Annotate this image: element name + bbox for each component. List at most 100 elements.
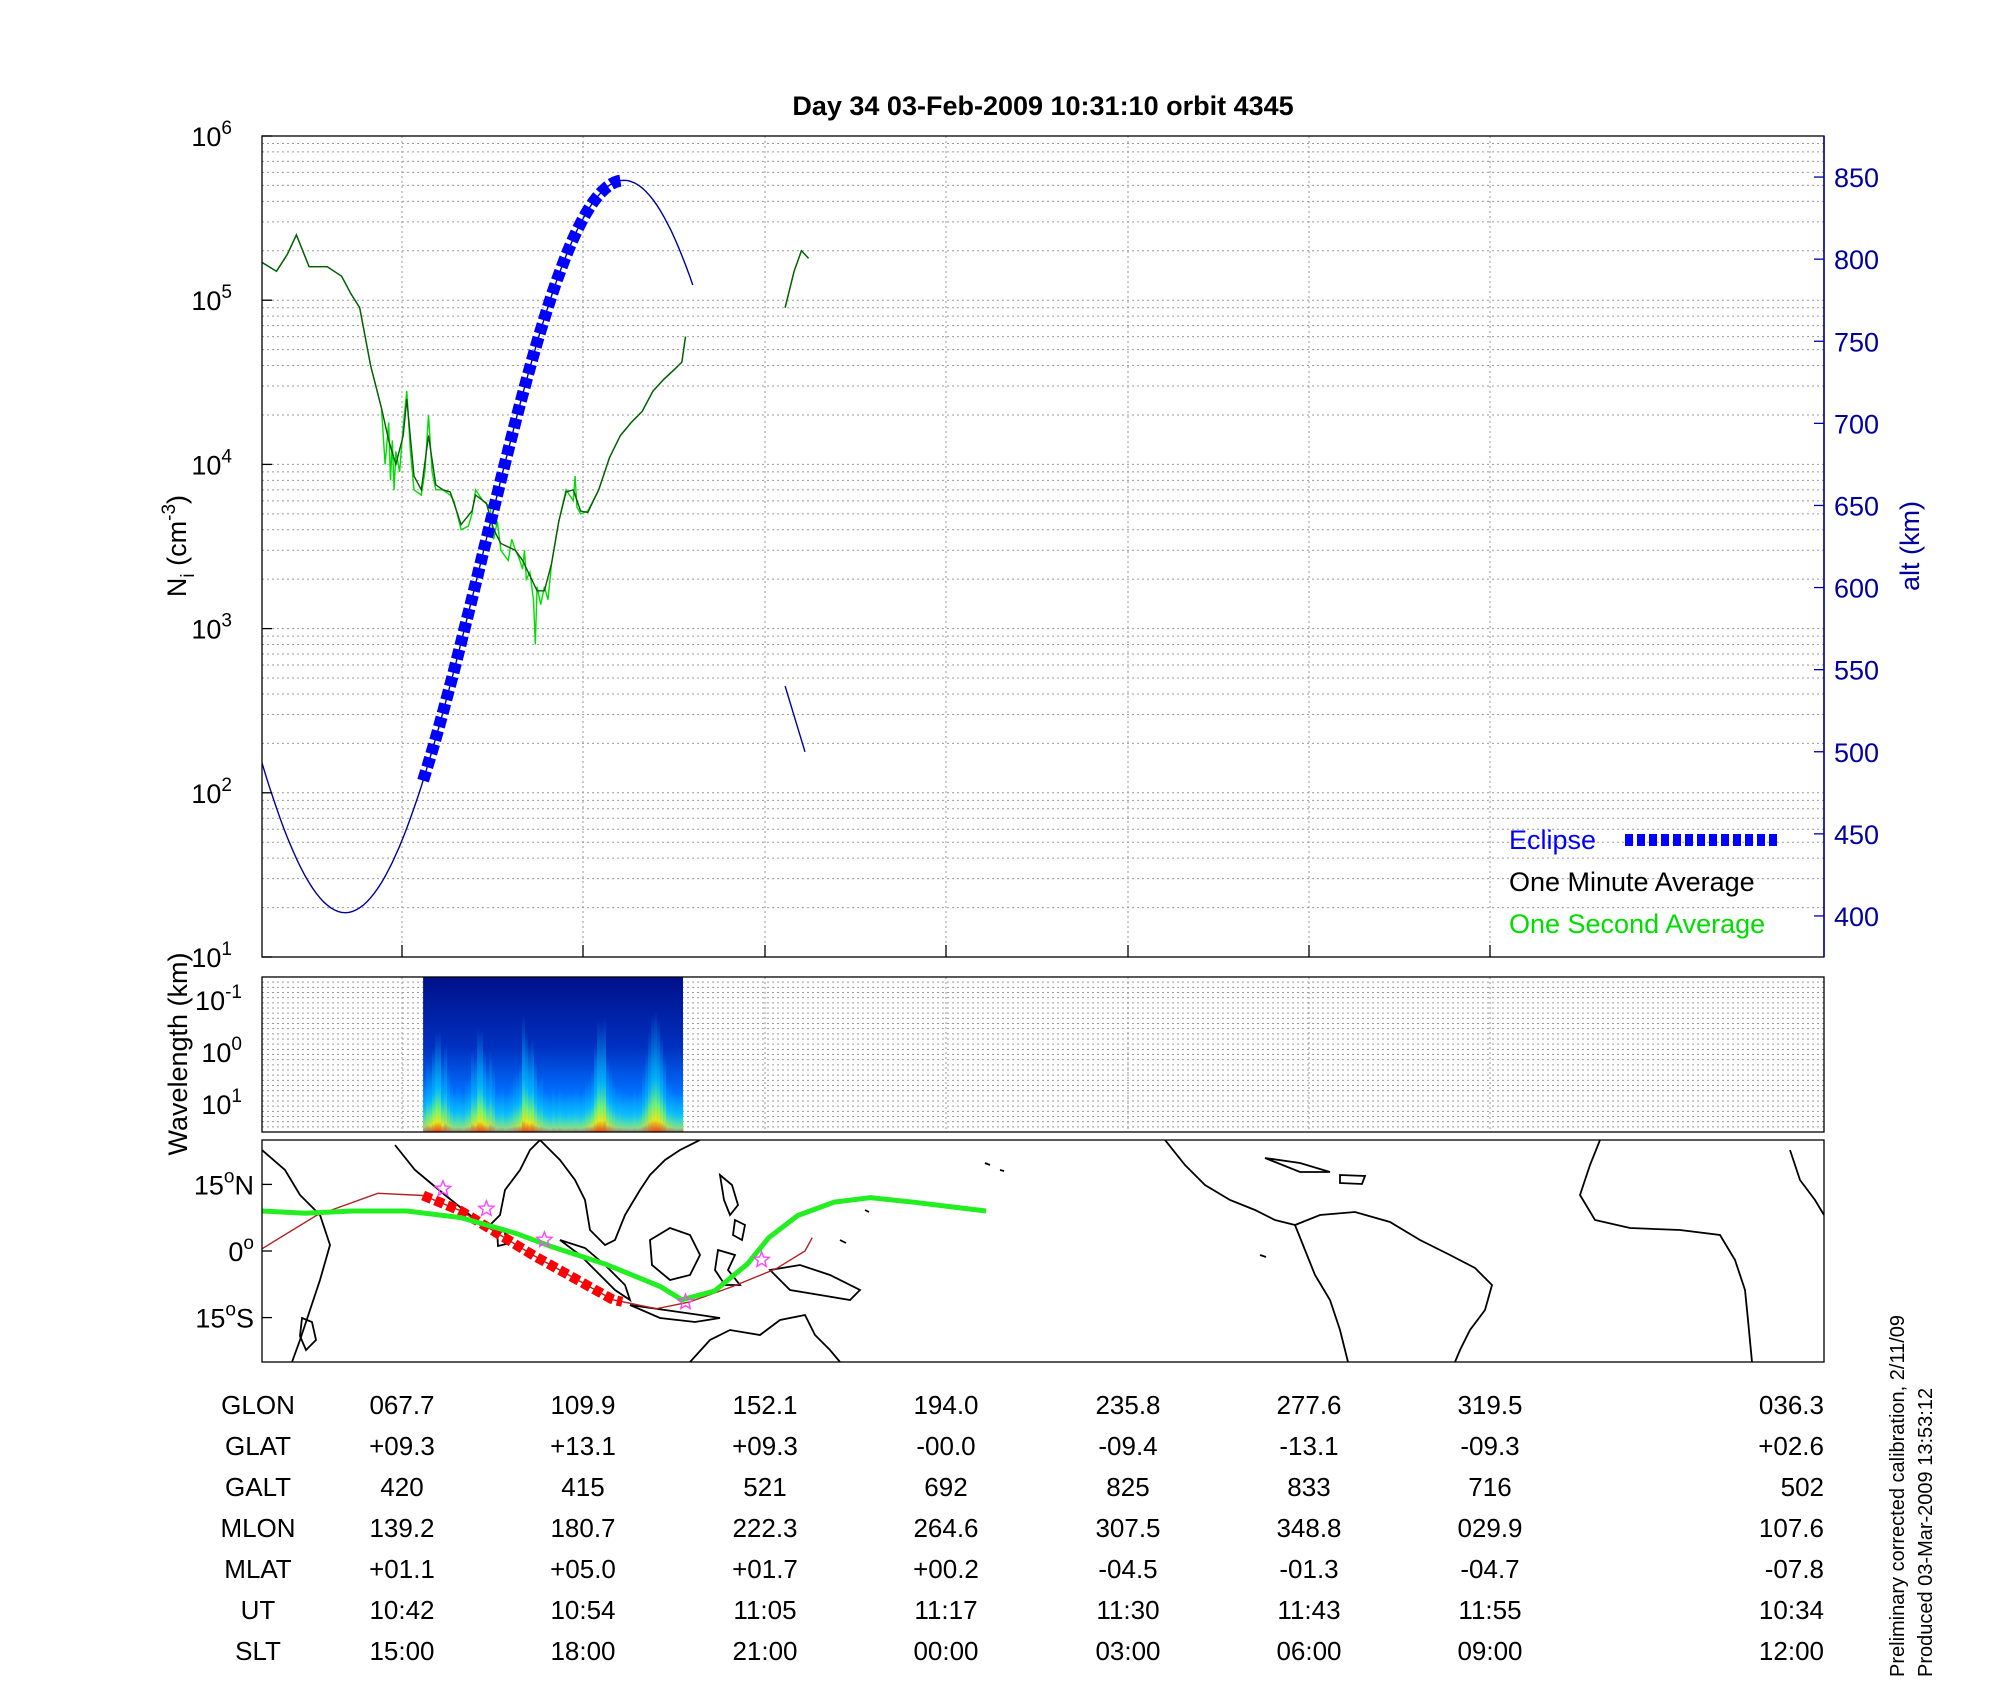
coastline-east-africa bbox=[1789, 1149, 1824, 1216]
spectrogram-column bbox=[513, 1073, 517, 1132]
tick-base: 10 bbox=[191, 615, 221, 645]
spectrogram-column bbox=[489, 1051, 493, 1132]
density-y-label-unit: (cm bbox=[162, 521, 192, 573]
spectrogram-column bbox=[606, 1058, 610, 1132]
coastline-australia bbox=[689, 1313, 841, 1362]
table-cell: 235.8 bbox=[1095, 1390, 1160, 1420]
spectrogram-column bbox=[507, 1089, 511, 1132]
spectrogram-column bbox=[570, 1092, 574, 1132]
density-y-label-unit-exp: -3 bbox=[159, 504, 180, 521]
legend-one-second-label: One Second Average bbox=[1509, 909, 1765, 939]
altitude-y-tick-label: 750 bbox=[1834, 327, 1879, 357]
spectrogram-column bbox=[573, 1088, 577, 1132]
spectrogram-column bbox=[495, 1089, 499, 1132]
coastline-cuba bbox=[1264, 1157, 1331, 1173]
spectrogram-column bbox=[582, 1089, 586, 1132]
spectrogram-column bbox=[654, 1009, 658, 1132]
spectrogram-column bbox=[528, 1043, 532, 1132]
density-y-tick-label: 104 bbox=[191, 446, 232, 480]
ground-track-panel: 15oN 0o 15oS bbox=[194, 1139, 1825, 1363]
latitude-tick-label: 15oN bbox=[194, 1166, 254, 1200]
table-row-label: SLT bbox=[235, 1636, 281, 1666]
table-cell: -07.8 bbox=[1765, 1554, 1824, 1584]
table-cell: 11:17 bbox=[914, 1595, 977, 1625]
table-cell: 11:05 bbox=[733, 1595, 796, 1625]
table-cell: 420 bbox=[380, 1472, 423, 1502]
table-row-label: MLON bbox=[220, 1513, 295, 1543]
lat-hemisphere: S bbox=[236, 1304, 254, 1334]
spectrogram-y-tick-label: 101 bbox=[201, 1086, 242, 1120]
coastline-madagascar bbox=[299, 1316, 317, 1352]
table-cell: -01.3 bbox=[1279, 1554, 1338, 1584]
spectrogram-column bbox=[579, 1093, 583, 1132]
table-cell: 415 bbox=[561, 1472, 604, 1502]
spectrogram-column bbox=[561, 1091, 565, 1132]
table-cell: 264.6 bbox=[913, 1513, 978, 1543]
table-cell: 06:00 bbox=[1276, 1636, 1341, 1666]
spectrogram-column bbox=[471, 1049, 475, 1132]
altitude-line-resumed bbox=[784, 685, 806, 753]
table-cell: 692 bbox=[924, 1472, 967, 1502]
spectrogram-column bbox=[549, 1095, 553, 1132]
table-cell: -04.7 bbox=[1460, 1554, 1519, 1584]
table-cell: 15:00 bbox=[369, 1636, 434, 1666]
spectrogram-column bbox=[534, 1059, 538, 1132]
table-cell: 521 bbox=[743, 1472, 786, 1502]
density-y-tick-label: 101 bbox=[191, 939, 232, 973]
spectrogram-column bbox=[429, 1063, 433, 1132]
table-cell: -04.5 bbox=[1098, 1554, 1157, 1584]
legend-one-minute-label: One Minute Average bbox=[1509, 867, 1755, 897]
tick-base: 10 bbox=[195, 986, 225, 1016]
latitude-tick-label: 0o bbox=[228, 1233, 254, 1267]
table-cell: 277.6 bbox=[1276, 1390, 1341, 1420]
spectrogram-column bbox=[567, 1090, 571, 1132]
table-cell: 825 bbox=[1106, 1472, 1149, 1502]
spectrogram-column bbox=[477, 1027, 481, 1132]
tick-base: 10 bbox=[191, 122, 221, 152]
ephemeris-table: GLON GLAT GALT MLON MLAT UT SLT 067.7 +09.3 420 13… bbox=[220, 1390, 1824, 1666]
spectrogram-column bbox=[630, 1093, 634, 1132]
density-y-tick-label: 102 bbox=[191, 775, 232, 809]
spectrogram-column bbox=[444, 1043, 448, 1132]
spectrogram-column bbox=[681, 1089, 685, 1132]
table-cell: +05.0 bbox=[550, 1554, 616, 1584]
ground-track-frame bbox=[261, 1139, 1825, 1363]
coastline-java bbox=[629, 1304, 721, 1323]
altitude-y-ticks: 400 450 500 550 600 650 700 750 800 850 bbox=[1814, 163, 1879, 932]
table-cell: 18:00 bbox=[550, 1636, 615, 1666]
table-cell: 10:42 bbox=[369, 1595, 434, 1625]
table-cell: 139.2 bbox=[369, 1513, 434, 1543]
latitude-ticks: 15oN 0o 15oS bbox=[194, 1166, 272, 1334]
table-cell: +01.7 bbox=[732, 1554, 798, 1584]
density-y-label: Ni (cm-3) bbox=[159, 495, 199, 597]
spectrogram-column bbox=[423, 1075, 427, 1132]
tick-base: 10 bbox=[191, 943, 221, 973]
table-cell: 222.3 bbox=[732, 1513, 797, 1543]
spectrogram-column bbox=[591, 1068, 595, 1132]
coastline-southeast-asia bbox=[539, 1140, 701, 1247]
altitude-line bbox=[262, 179, 694, 914]
spectrogram-column bbox=[504, 1093, 508, 1132]
density-y-tick-label: 105 bbox=[191, 282, 232, 316]
coastline-new-guinea bbox=[768, 1264, 862, 1301]
coastline-islands bbox=[839, 1162, 1267, 1258]
lat-base: 15 bbox=[195, 1304, 225, 1334]
coastline-central-america bbox=[1164, 1140, 1296, 1226]
table-cell: +02.6 bbox=[1758, 1431, 1824, 1461]
tick-base: 10 bbox=[191, 779, 221, 809]
density-y-label-unit-close: ) bbox=[162, 495, 192, 504]
spectrogram-column bbox=[474, 1055, 478, 1132]
one-minute-average-line bbox=[262, 233, 687, 592]
lat-hemisphere: N bbox=[235, 1170, 255, 1200]
spectrogram-column bbox=[633, 1087, 637, 1132]
tick-exp: 3 bbox=[221, 611, 232, 632]
spectrogram-column bbox=[462, 1091, 466, 1132]
altitude-y-tick-label: 800 bbox=[1834, 245, 1879, 275]
latitude-tick-label: 15oS bbox=[195, 1300, 254, 1334]
spectrogram-column bbox=[597, 1020, 601, 1132]
table-cell: -09.3 bbox=[1460, 1431, 1519, 1461]
table-cell: 107.6 bbox=[1759, 1513, 1824, 1543]
spectrogram-column bbox=[450, 1081, 454, 1132]
